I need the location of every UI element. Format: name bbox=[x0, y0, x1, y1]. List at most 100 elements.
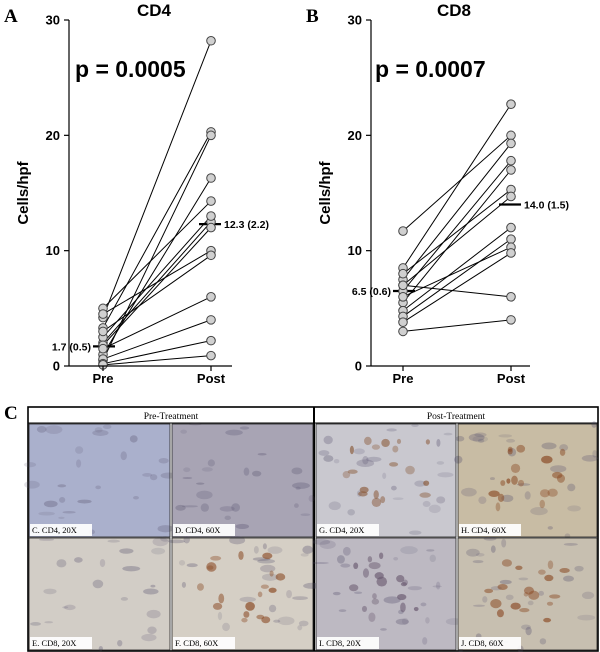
micrograph-caption: F. CD8, 60X bbox=[175, 638, 218, 648]
stained-cell bbox=[517, 479, 525, 487]
stained-cell bbox=[396, 438, 402, 445]
data-point-pre bbox=[98, 326, 108, 337]
stained-cell bbox=[495, 502, 501, 512]
y-axis-ticks: 0 10 20 30 bbox=[46, 13, 69, 374]
y-tick-label: 20 bbox=[46, 128, 60, 143]
caption-background bbox=[173, 637, 235, 649]
subject-line bbox=[402, 143, 512, 280]
micrograph-tile: C. CD4, 20X bbox=[23, 423, 177, 538]
tissue-texture bbox=[207, 459, 215, 467]
stained-cell bbox=[364, 436, 372, 446]
tissue-texture bbox=[292, 596, 308, 600]
subject-line bbox=[102, 131, 212, 329]
stained-cell bbox=[243, 611, 250, 618]
caption-background bbox=[317, 637, 379, 649]
stained-cell bbox=[269, 570, 274, 577]
stained-cell bbox=[392, 445, 399, 453]
tissue-texture bbox=[98, 646, 103, 652]
tissue-texture bbox=[62, 606, 69, 609]
tissue-texture bbox=[455, 435, 465, 442]
tissue-texture bbox=[239, 596, 256, 603]
tissue-texture bbox=[323, 435, 333, 445]
tissue-texture bbox=[530, 506, 548, 516]
stained-cell bbox=[546, 601, 554, 606]
stained-cell bbox=[359, 486, 369, 494]
tissue-texture bbox=[521, 624, 531, 630]
mean-label-post: 12.3 (2.2) bbox=[224, 219, 269, 231]
subject-line bbox=[402, 246, 512, 298]
stained-cell bbox=[402, 579, 408, 586]
tissue-texture bbox=[142, 473, 153, 477]
tile-border bbox=[28, 423, 171, 538]
tissue-texture bbox=[262, 543, 267, 550]
tissue-texture bbox=[196, 482, 205, 485]
stained-cell bbox=[510, 602, 521, 610]
caption-background bbox=[459, 524, 521, 536]
panel-letter-c: C bbox=[4, 403, 18, 424]
y-tick-label: 0 bbox=[53, 359, 60, 374]
tissue-texture bbox=[550, 465, 567, 473]
stained-cell bbox=[260, 584, 269, 589]
tissue-texture bbox=[23, 462, 37, 468]
subject-line bbox=[102, 215, 212, 338]
data-point-post bbox=[506, 155, 516, 166]
stained-cell bbox=[371, 598, 380, 605]
data-point-pre bbox=[398, 317, 408, 327]
tissue-texture bbox=[252, 470, 262, 477]
tissue-texture bbox=[143, 588, 159, 595]
data-point-post bbox=[206, 292, 216, 302]
tissue-texture bbox=[107, 539, 120, 543]
micrograph-tiles: C. CD4, 20X D. CD4, 60X G. CD4, 20X H. CD4,… bbox=[23, 421, 599, 652]
tile-border bbox=[28, 537, 171, 651]
tissue-texture bbox=[414, 480, 426, 487]
tissue-texture bbox=[133, 495, 139, 500]
stained-cell bbox=[538, 569, 546, 575]
tissue-texture bbox=[308, 495, 315, 502]
tissue-texture bbox=[539, 638, 547, 645]
x-axis-categories: Pre Post bbox=[393, 366, 526, 386]
stained-cell bbox=[541, 455, 553, 464]
chart-cd4: CD4 p = 0.0005 Cells/hpf 0 10 20 30 1.7 (0.… bbox=[15, 1, 269, 386]
tissue-texture bbox=[253, 545, 259, 554]
stained-cell bbox=[539, 499, 545, 509]
stained-cell bbox=[261, 616, 271, 624]
tissue-texture bbox=[574, 565, 584, 572]
tissue-texture bbox=[577, 614, 596, 621]
stained-cell bbox=[376, 576, 388, 587]
tissue-texture bbox=[340, 563, 351, 568]
tissue-texture bbox=[567, 483, 576, 492]
data-point-post bbox=[206, 173, 216, 183]
tissue-texture bbox=[297, 625, 303, 631]
tissue-texture bbox=[298, 620, 309, 627]
tissue-texture bbox=[472, 435, 488, 443]
tissue-texture bbox=[167, 539, 185, 544]
tissue-texture bbox=[429, 554, 436, 563]
tissue-texture bbox=[120, 597, 129, 601]
stained-cell bbox=[400, 602, 406, 613]
tissue-texture bbox=[102, 424, 112, 429]
tissue-texture bbox=[129, 435, 138, 443]
y-axis-label: Cells/hpf bbox=[317, 160, 334, 224]
stained-cell bbox=[511, 475, 518, 485]
stained-cell bbox=[210, 555, 222, 561]
stained-cell bbox=[262, 552, 273, 560]
tissue-texture bbox=[563, 575, 574, 582]
tissue-texture bbox=[186, 563, 198, 568]
tissue-texture bbox=[436, 496, 446, 504]
tissue-texture bbox=[77, 499, 92, 504]
tissue-texture bbox=[312, 539, 331, 545]
tissue-texture bbox=[38, 538, 55, 541]
tissue-texture bbox=[120, 451, 127, 461]
tissue-texture bbox=[501, 538, 507, 548]
tissue-texture bbox=[257, 558, 275, 564]
tissue-texture bbox=[183, 536, 190, 544]
subject-line bbox=[402, 284, 512, 298]
tissue-texture bbox=[501, 494, 514, 503]
tissue-texture bbox=[219, 506, 235, 512]
subject-line bbox=[102, 340, 212, 365]
micrograph-caption: I. CD8, 20X bbox=[319, 638, 361, 648]
stained-cell bbox=[368, 612, 376, 623]
stained-cell bbox=[347, 469, 358, 474]
tissue-texture bbox=[380, 628, 387, 631]
stained-cell bbox=[549, 594, 561, 599]
